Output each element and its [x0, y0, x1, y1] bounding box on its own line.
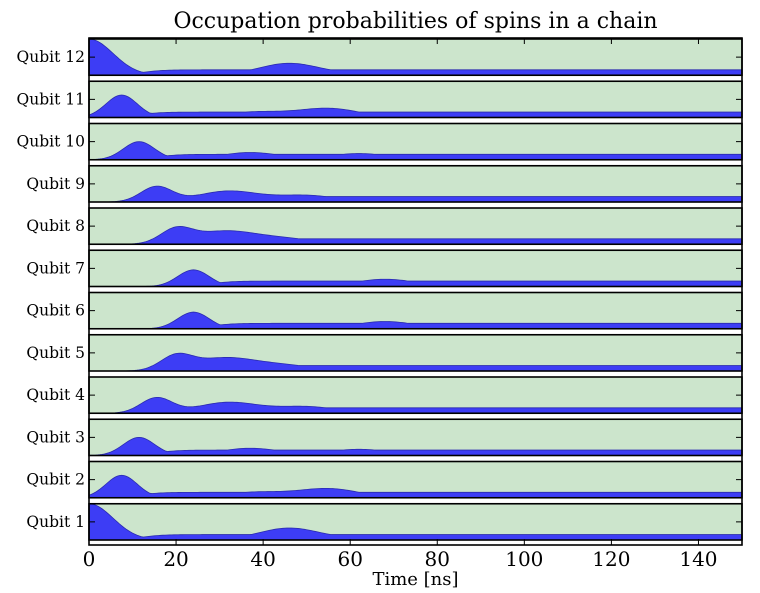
panel-background	[89, 123, 742, 160]
panel-label: Qubit 6	[26, 302, 85, 320]
panel-gap	[89, 286, 742, 293]
occupation-area	[89, 311, 743, 330]
x-tick-label: 80	[425, 547, 450, 571]
x-tick-label: 60	[337, 547, 362, 571]
panel-gap	[89, 202, 742, 208]
panel-background	[89, 81, 742, 118]
panel-gap	[89, 371, 742, 377]
panel-qubit-7: Qubit 7	[26, 249, 743, 293]
panel-background	[89, 419, 742, 456]
panel-background	[89, 461, 742, 498]
occupation-area	[88, 141, 743, 161]
panel-background	[89, 39, 742, 76]
panel-label: Qubit 5	[26, 344, 85, 362]
chart-title: Occupation probabilities of spins in a c…	[173, 9, 658, 34]
panel-label: Qubit 10	[17, 133, 85, 151]
occupation-area	[88, 94, 743, 118]
panel-label: Qubit 4	[26, 386, 85, 404]
x-tick-label: 140	[679, 547, 717, 571]
occupation-area	[88, 474, 743, 499]
panel-gap	[89, 328, 742, 335]
panel-qubit-3: Qubit 3	[26, 418, 743, 462]
occupation-area	[89, 352, 743, 372]
panel-gap	[89, 75, 742, 82]
x-tick-label: 40	[250, 547, 275, 571]
occupation-area	[89, 226, 743, 245]
panel-gap	[89, 540, 742, 546]
occupation-area	[88, 503, 743, 541]
panel-gap	[89, 497, 742, 504]
panel-label: Qubit 8	[26, 217, 85, 235]
panel-qubit-11: Qubit 11	[17, 80, 743, 124]
panel-label: Qubit 2	[26, 471, 85, 489]
panel-label: Qubit 7	[26, 259, 85, 277]
occupation-area	[88, 436, 743, 456]
occupation-area	[89, 269, 743, 287]
x-axis: 0 20 40 60 80 100 120 140	[83, 38, 718, 571]
x-tick-label: 100	[505, 547, 543, 571]
panel-background	[89, 503, 742, 540]
panel-qubit-6: Qubit 6	[26, 291, 743, 335]
x-tick-label: 120	[592, 547, 630, 571]
panel-qubit-12: Qubit 12	[17, 38, 743, 82]
x-tick-label: 20	[163, 547, 188, 571]
panel-qubit-8: Qubit 8	[26, 207, 743, 251]
panel-gap	[89, 413, 742, 420]
panel-qubit-4: Qubit 4	[26, 376, 743, 420]
occupation-area	[88, 38, 743, 76]
panel-gap	[89, 117, 742, 124]
occupation-area	[89, 396, 743, 414]
panel-gap	[89, 455, 742, 462]
panels-group: Qubit 12 Qubit 11 Qubit 10 Qubit 9 Qubit 8 Qu…	[17, 37, 743, 546]
panel-label: Qubit 12	[17, 48, 85, 66]
panel-gap	[89, 159, 742, 166]
outer-frame	[88, 37, 743, 546]
panel-qubit-9: Qubit 9	[26, 164, 743, 208]
panel-qubit-5: Qubit 5	[26, 333, 743, 377]
panel-label: Qubit 1	[26, 513, 85, 531]
x-tick-label: 0	[83, 547, 96, 571]
panel-label: Qubit 11	[17, 90, 85, 108]
occupation-area	[89, 185, 743, 203]
panel-qubit-2: Qubit 2	[26, 460, 743, 504]
x-axis-label: Time [ns]	[372, 569, 459, 590]
panel-gap	[89, 244, 742, 251]
panel-label: Qubit 3	[26, 428, 85, 446]
panel-qubit-10: Qubit 10	[17, 122, 743, 166]
panel-label: Qubit 9	[26, 175, 85, 193]
panel-qubit-1: Qubit 1	[26, 502, 743, 546]
